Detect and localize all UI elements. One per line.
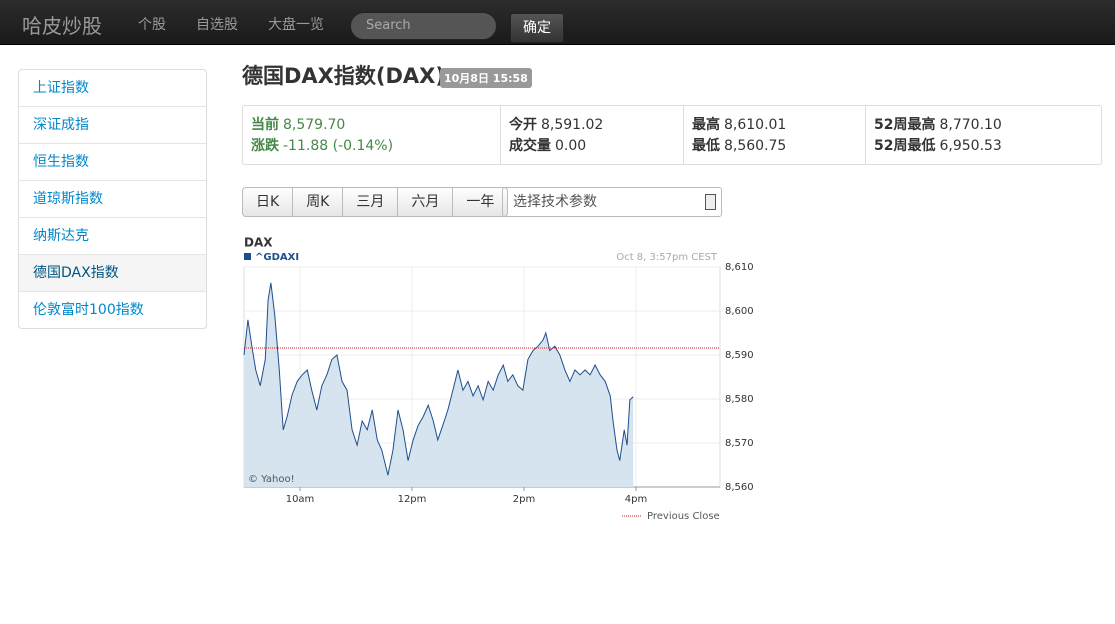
x-tick-label: 2pm xyxy=(513,494,535,505)
quote-row: 今开 8,591.02 xyxy=(509,115,675,136)
indicator-select[interactable]: 选择技术参数 xyxy=(502,187,722,217)
quote-column: 当前 8,579.70 涨跌 -11.88 (-0.14%) xyxy=(243,106,500,164)
quote-row: 当前 8,579.70 xyxy=(251,115,492,136)
quote-label: 52周最低 xyxy=(874,138,936,154)
quote-row: 最低 8,560.75 xyxy=(692,136,857,157)
period-button[interactable]: 一年 xyxy=(452,187,509,217)
line xyxy=(243,282,634,476)
y-tick-label: 8,570 xyxy=(725,438,754,449)
y-tick-label: 8,560 xyxy=(725,482,754,493)
time-badge: 10月8日 15:58 xyxy=(440,68,532,88)
search-input[interactable]: Search xyxy=(350,12,497,40)
sidebar-item[interactable]: 恒生指数 xyxy=(19,143,206,180)
quote-row: 最高 8,610.01 xyxy=(692,115,857,136)
sidebar: 上证指数深证成指 恒生指数 道琼斯指数 纳斯达克 德国DAX指数 伦敦富时100指数 xyxy=(18,69,207,329)
reference-legend-label: Previous Close xyxy=(647,511,720,522)
y-tick-label: 8,590 xyxy=(725,350,754,361)
legend-label: ^GDAXI xyxy=(255,252,299,263)
y-tick-label: 8,580 xyxy=(725,394,754,405)
quote-row: 成交量 0.00 xyxy=(509,136,675,157)
quote-column: 52周最高 8,770.10 52周最低 6,950.53 xyxy=(865,106,1101,164)
quote-label: 今开 xyxy=(509,117,537,133)
quote-row: 52周最低 6,950.53 xyxy=(874,136,1093,157)
y-tick-label: 8,610 xyxy=(725,262,754,273)
sidebar-item[interactable]: 道琼斯指数 xyxy=(19,180,206,217)
quote-label: 最低 xyxy=(692,138,720,154)
chart-title: DAX xyxy=(244,236,273,250)
sidebar-item[interactable]: 伦敦富时100指数 xyxy=(19,291,206,328)
quote-row: 52周最高 8,770.10 xyxy=(874,115,1093,136)
quote-column: 最高 8,610.01 最低 8,560.75 xyxy=(683,106,865,164)
period-buttons: 日K 周K 三月 六月 一年 xyxy=(242,187,509,217)
y-tick-label: 8,600 xyxy=(725,306,754,317)
quote-label: 最高 xyxy=(692,117,720,133)
sidebar-item[interactable]: 上证指数 xyxy=(33,80,89,96)
quote-label: 成交量 xyxy=(509,138,551,154)
quote-value: 8,560.75 xyxy=(724,138,787,154)
nav-link[interactable]: 个股 xyxy=(138,17,166,33)
chart-credit: © Yahoo! xyxy=(248,474,295,485)
quote-value: 8,579.70 xyxy=(283,117,346,133)
quote-value: 8,610.01 xyxy=(724,117,787,133)
quote-row: 涨跌 -11.88 (-0.14%) xyxy=(251,136,492,157)
x-tick-label: 12pm xyxy=(398,494,427,505)
page-title: 德国DAX指数(DAX) xyxy=(242,64,445,88)
chart-timestamp: Oct 8, 3:57pm CEST xyxy=(616,252,718,263)
x-tick-label: 4pm xyxy=(625,494,647,505)
quote-box: 当前 8,579.70 涨跌 -11.88 (-0.14%) 今开 8,591.02 成交量… xyxy=(242,105,1102,165)
period-button[interactable]: 六月 xyxy=(397,187,454,217)
brand[interactable]: 哈皮炒股 xyxy=(22,14,102,38)
area xyxy=(244,282,634,487)
quote-value: -11.88 (-0.14%) xyxy=(283,138,394,154)
period-button[interactable]: 三月 xyxy=(342,187,399,217)
plot-area xyxy=(243,266,721,488)
quote-value: 0.00 xyxy=(555,138,587,154)
sidebar-item[interactable]: 德国DAX指数 xyxy=(19,254,206,291)
nav-link[interactable]: 大盘一览 xyxy=(268,17,324,33)
quote-label: 52周最高 xyxy=(874,117,936,133)
period-button[interactable]: 日K xyxy=(242,187,294,217)
sidebar-item[interactable]: 深证成指 xyxy=(19,106,206,143)
legend-swatch xyxy=(244,253,251,260)
nav-link[interactable]: 自选股 xyxy=(196,17,238,33)
navbar: 哈皮炒股 个股 自选股 大盘一览 Search 确定 xyxy=(0,0,1115,45)
quote-label: 当前 xyxy=(251,117,279,133)
quote-value: 6,950.53 xyxy=(939,138,1002,154)
x-tick-label: 10am xyxy=(286,494,315,505)
sidebar-item[interactable]: 纳斯达克 xyxy=(19,217,206,254)
quote-column: 今开 8,591.02 成交量 0.00 xyxy=(500,106,683,164)
period-button[interactable]: 周K xyxy=(292,187,344,217)
quote-label: 涨跌 xyxy=(251,138,279,154)
quote-value: 8,770.10 xyxy=(939,117,1002,133)
quote-value: 8,591.02 xyxy=(541,117,604,133)
search-button[interactable]: 确定 xyxy=(510,13,564,43)
